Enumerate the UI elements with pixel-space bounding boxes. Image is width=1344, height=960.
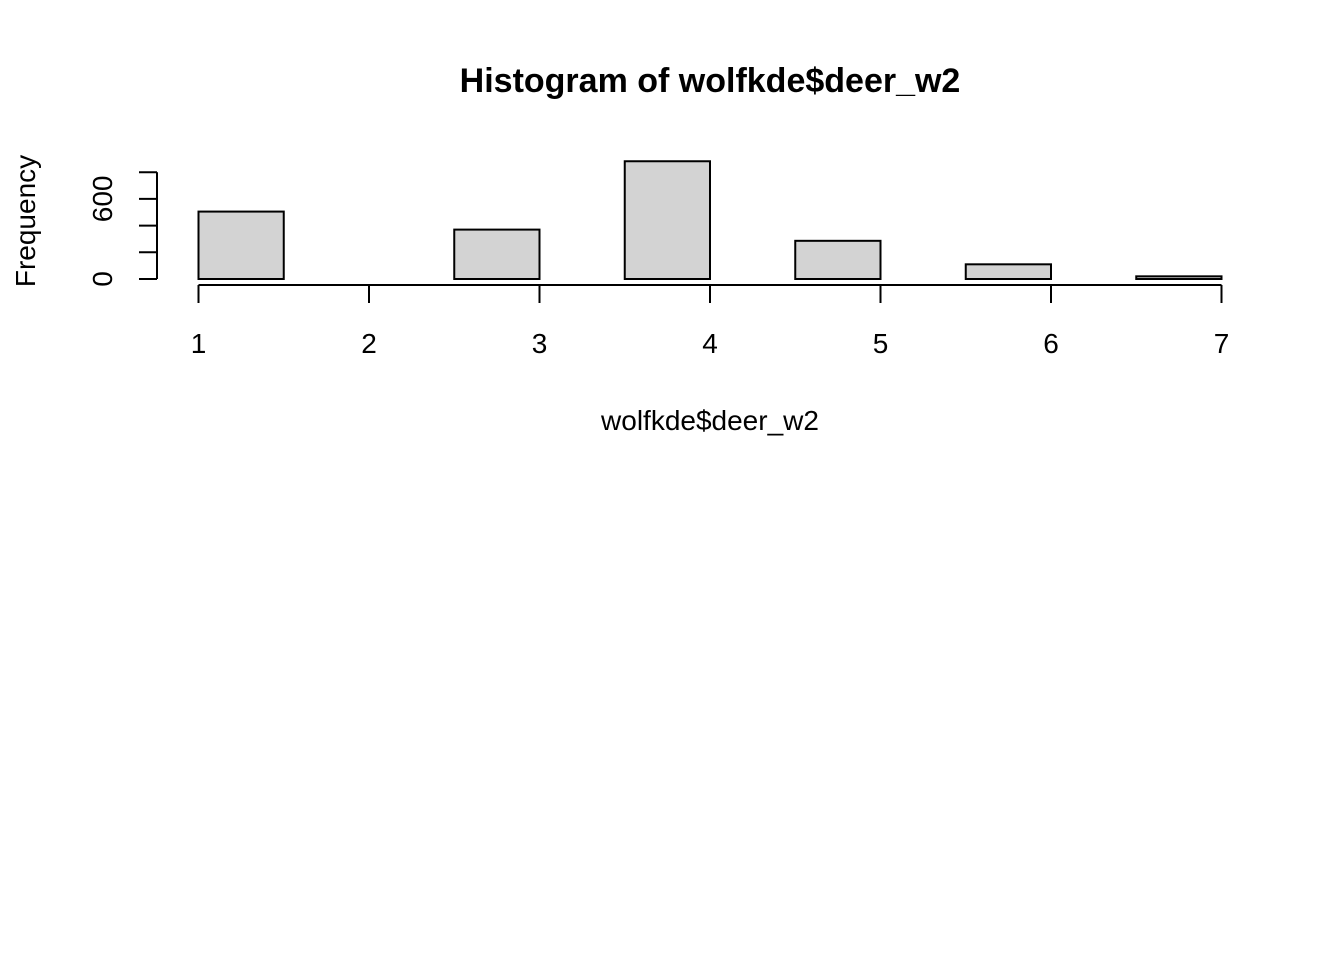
y-tick-label-1: 600 xyxy=(87,176,118,223)
histogram-bars xyxy=(197,160,1223,281)
x-axis: 1 2 3 4 5 6 7 xyxy=(191,284,1230,359)
y-axis: 0 600 xyxy=(87,171,158,287)
histogram-bar-5 xyxy=(623,160,711,281)
histogram-bar-11 xyxy=(1135,275,1223,280)
x-tick-label-6: 7 xyxy=(1214,328,1230,359)
histogram-bar-9 xyxy=(964,263,1052,281)
y-axis-label: Frequency xyxy=(10,155,41,287)
x-tick-label-0: 1 xyxy=(191,328,207,359)
histogram-bar-7 xyxy=(794,239,882,280)
x-tick-label-2: 3 xyxy=(532,328,548,359)
x-tick-label-5: 6 xyxy=(1043,328,1059,359)
x-tick-label-4: 5 xyxy=(873,328,889,359)
histogram-bar-3 xyxy=(453,228,541,280)
x-axis-label: wolfkde$deer_w2 xyxy=(600,405,819,436)
y-tick-label-0: 0 xyxy=(87,271,118,287)
histogram-bar-0 xyxy=(197,210,285,281)
x-tick-label-1: 2 xyxy=(361,328,377,359)
x-tick-label-3: 4 xyxy=(702,328,718,359)
chart-title: Histogram of wolfkde$deer_w2 xyxy=(460,62,961,100)
